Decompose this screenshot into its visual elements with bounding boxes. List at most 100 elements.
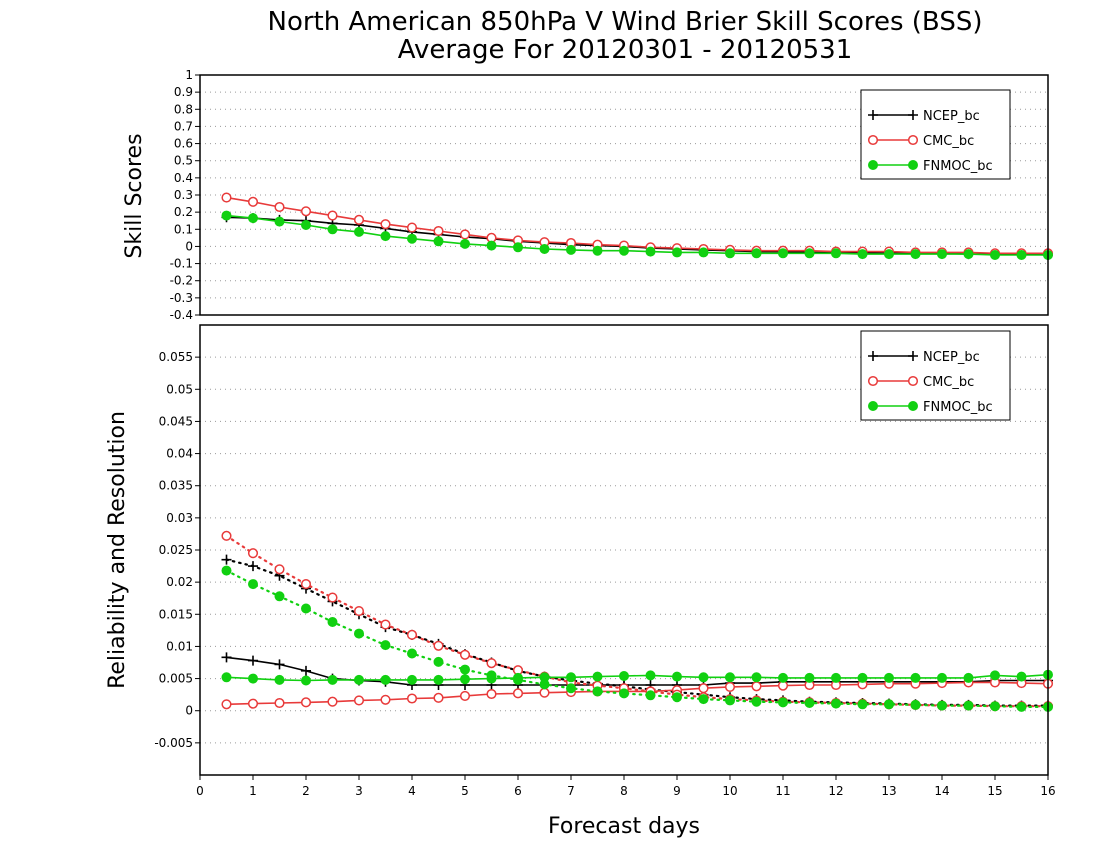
bottom-legend-box [860, 330, 1011, 421]
bottom-legend-marker [907, 375, 919, 387]
top-data-point [354, 226, 364, 237]
bottom-data-point [327, 696, 338, 707]
bottom-series-CMC_bc-resolution [221, 677, 1054, 710]
bottom-data-point [274, 564, 285, 575]
bottom-x-tick-label: 12 [828, 784, 843, 798]
top-legend-marker [867, 134, 879, 146]
bottom-legend-marker [868, 351, 878, 361]
reliability-resolution-panel: 0.055 0.05 0.045 0.04 0.035 0.03 0.025 0.02 0.01… [154, 324, 1056, 798]
top-data-point [539, 244, 550, 254]
top-legend-label: NCEP_bc [923, 109, 980, 124]
bottom-data-point [433, 656, 444, 667]
top-legend-marker [907, 134, 919, 146]
bottom-x-tick-label: 7 [567, 784, 575, 798]
bottom-data-point [221, 672, 232, 683]
top-data-point [778, 248, 788, 259]
bottom-x-tick-label: 3 [355, 784, 363, 798]
bottom-data-point [248, 561, 258, 572]
top-series-line [226, 196, 1048, 255]
top-data-point [831, 248, 841, 259]
bottom-data-point [566, 672, 576, 683]
top-legend-marker [868, 160, 878, 170]
bottom-data-point [327, 674, 338, 685]
top-legend-label: CMC_bc [923, 134, 974, 149]
bottom-x-tick-label: 11 [775, 784, 790, 798]
bottom-y-tick-label: 0.025 [159, 543, 193, 557]
bottom-y-tick-label: 0.05 [166, 382, 193, 396]
bottom-data-point [459, 649, 471, 660]
bottom-legend-label: NCEP_bc [923, 350, 980, 365]
bottom-data-point [380, 619, 391, 630]
top-data-point [459, 229, 471, 240]
chart-title: North American 850hPa V Wind Brier Skill… [268, 7, 983, 37]
top-data-point [486, 240, 497, 251]
bottom-data-point [221, 565, 232, 576]
bottom-data-point [433, 640, 444, 651]
bottom-y-tick-label: 0.055 [159, 350, 193, 364]
bottom-data-point [460, 674, 470, 685]
bottom-data-point [486, 670, 497, 681]
top-data-point [353, 214, 365, 225]
bottom-data-point [460, 664, 470, 675]
bottom-data-point [274, 659, 285, 670]
bottom-data-point [804, 698, 815, 708]
chart-subtitle: Average For 20120301 - 20120531 [398, 35, 853, 65]
bottom-y-tick-label: 0.005 [159, 672, 193, 686]
bottom-data-point [486, 688, 497, 700]
bottom-data-point [725, 695, 735, 706]
top-y-tick-label: 0 [185, 239, 193, 253]
top-data-point [619, 245, 629, 256]
bottom-data-point [247, 548, 259, 559]
bottom-data-point [354, 674, 364, 685]
bottom-data-point [301, 603, 311, 614]
top-data-point [327, 224, 338, 235]
bottom-data-point [592, 671, 603, 682]
top-y-tick-label: 0.5 [174, 154, 193, 168]
bottom-data-point [751, 681, 762, 692]
bottom-legend-marker [908, 351, 918, 361]
bottom-data-point [937, 700, 947, 711]
bottom-data-point [353, 695, 365, 706]
bottom-data-point [512, 688, 524, 699]
bottom-data-point [248, 655, 258, 666]
top-y-tick-label: 0.9 [174, 85, 193, 99]
top-data-point [884, 249, 894, 260]
bottom-data-point [1016, 671, 1027, 682]
bottom-data-point [619, 688, 629, 699]
bottom-data-point [751, 696, 762, 707]
bottom-series-FNMOC_bc-resolution [221, 669, 1053, 686]
top-data-point [566, 244, 576, 255]
top-data-point [407, 233, 417, 244]
bottom-data-point [274, 697, 285, 709]
bottom-legend: NCEP_bc CMC_bc FNMOC_bc [860, 330, 1011, 421]
bottom-y-tick-label: 0.04 [166, 447, 193, 461]
bottom-data-point [354, 628, 364, 639]
bottom-data-point [380, 640, 391, 651]
top-data-point [698, 247, 709, 258]
bottom-y-tick-label: 0.03 [166, 511, 193, 525]
bottom-data-point [751, 672, 762, 683]
bottom-data-point [221, 652, 232, 663]
bottom-data-point [884, 672, 894, 683]
top-series-FNMOC_bc [221, 210, 1053, 260]
bottom-data-point [486, 658, 497, 669]
bottom-data-point [327, 592, 338, 603]
bottom-data-point [407, 648, 417, 659]
bottom-data-point [619, 671, 629, 681]
bottom-data-point [778, 672, 788, 683]
bottom-data-point [990, 670, 1000, 681]
top-y-tick-label: 0.4 [174, 171, 193, 185]
bottom-data-point [539, 687, 550, 698]
bottom-x-tick-label: 15 [987, 784, 1002, 798]
bottom-y-axis-label: Reliability and Resolution [105, 411, 130, 689]
bottom-series-line [225, 569, 1050, 709]
top-y-tick-label: 0.2 [174, 205, 193, 219]
bottom-x-tick-label: 0 [196, 784, 204, 798]
top-plot-frame [199, 74, 1049, 316]
bottom-data-point [963, 672, 974, 683]
bottom-data-point [698, 694, 709, 705]
bottom-y-tick-label: 0 [185, 704, 193, 718]
bottom-x-tick-label: 8 [620, 784, 628, 798]
bottom-data-point [778, 697, 788, 708]
top-data-point [327, 210, 338, 221]
